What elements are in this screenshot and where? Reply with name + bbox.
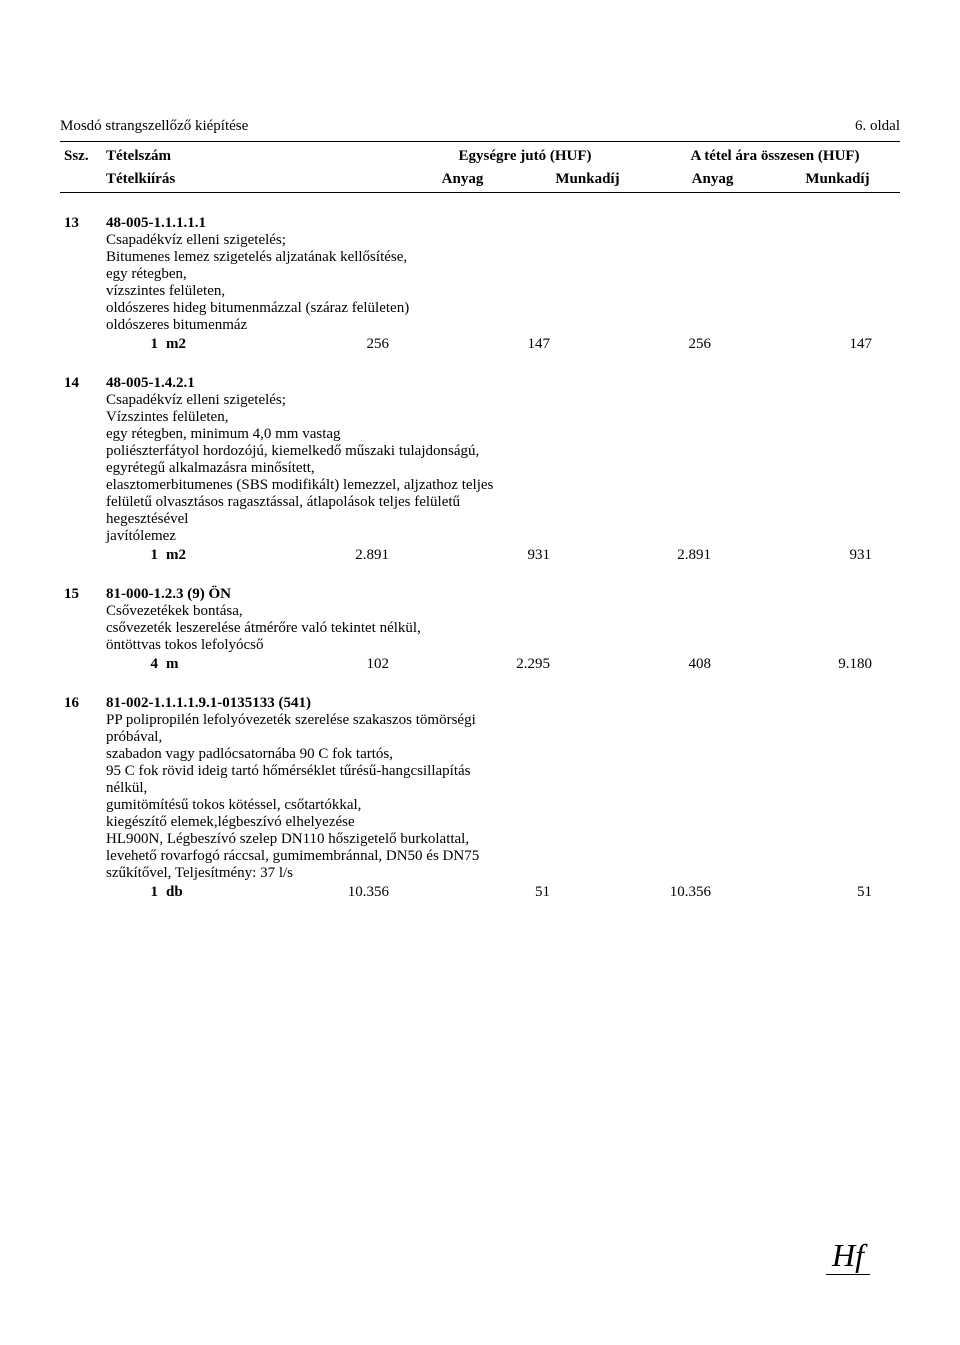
item-desc-line: 95 C fok rövid ideig tartó hőmérséklet t… [106,763,900,780]
item-qty: 4 [106,656,166,673]
item-desc-line: vízszintes felületen, [106,283,900,300]
amount-total_anyag: 10.356 [578,884,739,901]
item-code: 48-005-1.1.1.1.1 [106,215,900,232]
col-tetelszam: Tételszám [106,148,400,165]
item-desc-line: oldószeres hideg bitumenmázzal (száraz f… [106,300,900,317]
item-desc-line: szűkítővel, Teljesítmény: 37 l/s [106,865,900,882]
item-qty: 1 [106,336,166,353]
item-desc-line: hegesztésével [106,511,900,528]
item-desc-line: nélkül, [106,780,900,797]
item-desc-line: egy rétegben, minimum 4,0 mm vastag [106,426,900,443]
col-ssz-sub [60,171,106,188]
item-qty: 1 [106,884,166,901]
item-amounts: 1022.2954089.180 [256,656,900,673]
item-desc-line: egyrétegű alkalmazásra minősített, [106,460,900,477]
col-tetelkiiras: Tételkiírás [106,171,400,188]
item-desc-line: egy rétegben, [106,266,900,283]
item-desc-line: elasztomerbitumenes (SBS modifikált) lem… [106,477,900,494]
item-qty-cell: 1m2 [106,547,256,564]
item-code: 48-005-1.4.2.1 [106,375,900,392]
amount-unit_munkadij: 147 [417,336,578,353]
amount-unit_munkadij: 2.295 [417,656,578,673]
item-code: 81-000-1.2.3 (9) ÖN [106,586,900,603]
page-header: Mosdó strangszellőző kiépítése 6. oldal [60,118,900,135]
page-number: 6. oldal [855,118,900,135]
item-qty-row: 1m22.8919312.891931 [106,547,900,564]
col-total-anyag: Anyag [650,171,775,188]
column-headers-row1: Ssz. Tételszám Egységre jutó (HUF) A tét… [60,142,900,171]
item-desc-line: poliészterfátyol hordozójú, kiemelkedő m… [106,443,900,460]
item-qty: 1 [106,547,166,564]
item-body: 48-005-1.1.1.1.1Csapadékvíz elleni szige… [106,215,900,353]
item-desc-line: kiegészítő elemek,légbeszívó elhelyezése [106,814,900,831]
item-desc-line: Csapadékvíz elleni szigetelés; [106,392,900,409]
signature: Hf [826,1237,870,1275]
item-desc-line: Csővezetékek bontása, [106,603,900,620]
item-desc-line: Bitumenes lemez szigetelés aljzatának ke… [106,249,900,266]
item-qty-row: 1db10.3565110.35651 [106,884,900,901]
amount-total_munkadij: 147 [739,336,900,353]
amount-unit_anyag: 256 [256,336,417,353]
item-desc-line: gumitömítésű tokos kötéssel, csőtartókka… [106,797,900,814]
col-total-munkadij: Munkadíj [775,171,900,188]
amount-unit_anyag: 2.891 [256,547,417,564]
col-unit-group: Egységre jutó (HUF) [400,148,650,165]
col-ssz: Ssz. [60,148,106,165]
items-container: 1348-005-1.1.1.1.1Csapadékvíz elleni szi… [60,215,900,901]
amount-unit_munkadij: 51 [417,884,578,901]
item-desc-line: felületű olvasztásos ragasztással, átlap… [106,494,900,511]
amount-total_munkadij: 51 [739,884,900,901]
item-amounts: 10.3565110.35651 [256,884,900,901]
item-desc-line: szabadon vagy padlócsatornába 90 C fok t… [106,746,900,763]
item-desc-line: Vízszintes felületen, [106,409,900,426]
item-desc-line: csővezeték leszerelése átmérőre való tek… [106,620,900,637]
col-total-group: A tétel ára összesen (HUF) [650,148,900,165]
item-qty-cell: 1m2 [106,336,256,353]
item-desc-line: PP polipropilén lefolyóvezeték szerelése… [106,712,900,729]
item-qty-cell: 4m [106,656,256,673]
item-unit: m2 [166,336,186,353]
item-qty-row: 4m1022.2954089.180 [106,656,900,673]
item-body: 81-000-1.2.3 (9) ÖNCsővezetékek bontása,… [106,586,900,673]
item-code: 81-002-1.1.1.1.9.1-0135133 (541) [106,695,900,712]
amount-total_munkadij: 9.180 [739,656,900,673]
item-unit: db [166,884,183,901]
item-desc-line: oldószeres bitumenmáz [106,317,900,334]
line-item: 1348-005-1.1.1.1.1Csapadékvíz elleni szi… [60,215,900,353]
doc-title: Mosdó strangszellőző kiépítése [60,118,248,135]
amount-total_anyag: 408 [578,656,739,673]
amount-total_anyag: 2.891 [578,547,739,564]
amount-unit_anyag: 10.356 [256,884,417,901]
item-ssz: 16 [60,695,106,901]
col-unit-munkadij: Munkadíj [525,171,650,188]
column-headers-row2: Tételkiírás Anyag Munkadíj Anyag Munkadí… [60,171,900,192]
line-item: 1581-000-1.2.3 (9) ÖNCsővezetékek bontás… [60,586,900,673]
line-item: 1448-005-1.4.2.1Csapadékvíz elleni szige… [60,375,900,564]
item-desc-line: próbával, [106,729,900,746]
line-item: 1681-002-1.1.1.1.9.1-0135133 (541)PP pol… [60,695,900,901]
amount-unit_munkadij: 931 [417,547,578,564]
header-rule-2 [60,192,900,193]
item-desc-line: levehető rovarfogó ráccsal, gumimembránn… [106,848,900,865]
item-ssz: 13 [60,215,106,353]
item-desc-line: öntöttvas tokos lefolyócső [106,637,900,654]
item-body: 81-002-1.1.1.1.9.1-0135133 (541)PP polip… [106,695,900,901]
item-unit: m2 [166,547,186,564]
item-amounts: 2.8919312.891931 [256,547,900,564]
amount-total_anyag: 256 [578,336,739,353]
amount-unit_anyag: 102 [256,656,417,673]
amount-total_munkadij: 931 [739,547,900,564]
item-qty-cell: 1db [106,884,256,901]
item-amounts: 256147256147 [256,336,900,353]
item-body: 48-005-1.4.2.1Csapadékvíz elleni szigete… [106,375,900,564]
item-ssz: 14 [60,375,106,564]
item-desc-line: javítólemez [106,528,900,545]
item-qty-row: 1m2256147256147 [106,336,900,353]
item-desc-line: HL900N, Légbeszívó szelep DN110 hősziget… [106,831,900,848]
item-unit: m [166,656,179,673]
item-desc-line: Csapadékvíz elleni szigetelés; [106,232,900,249]
item-ssz: 15 [60,586,106,673]
col-unit-anyag: Anyag [400,171,525,188]
